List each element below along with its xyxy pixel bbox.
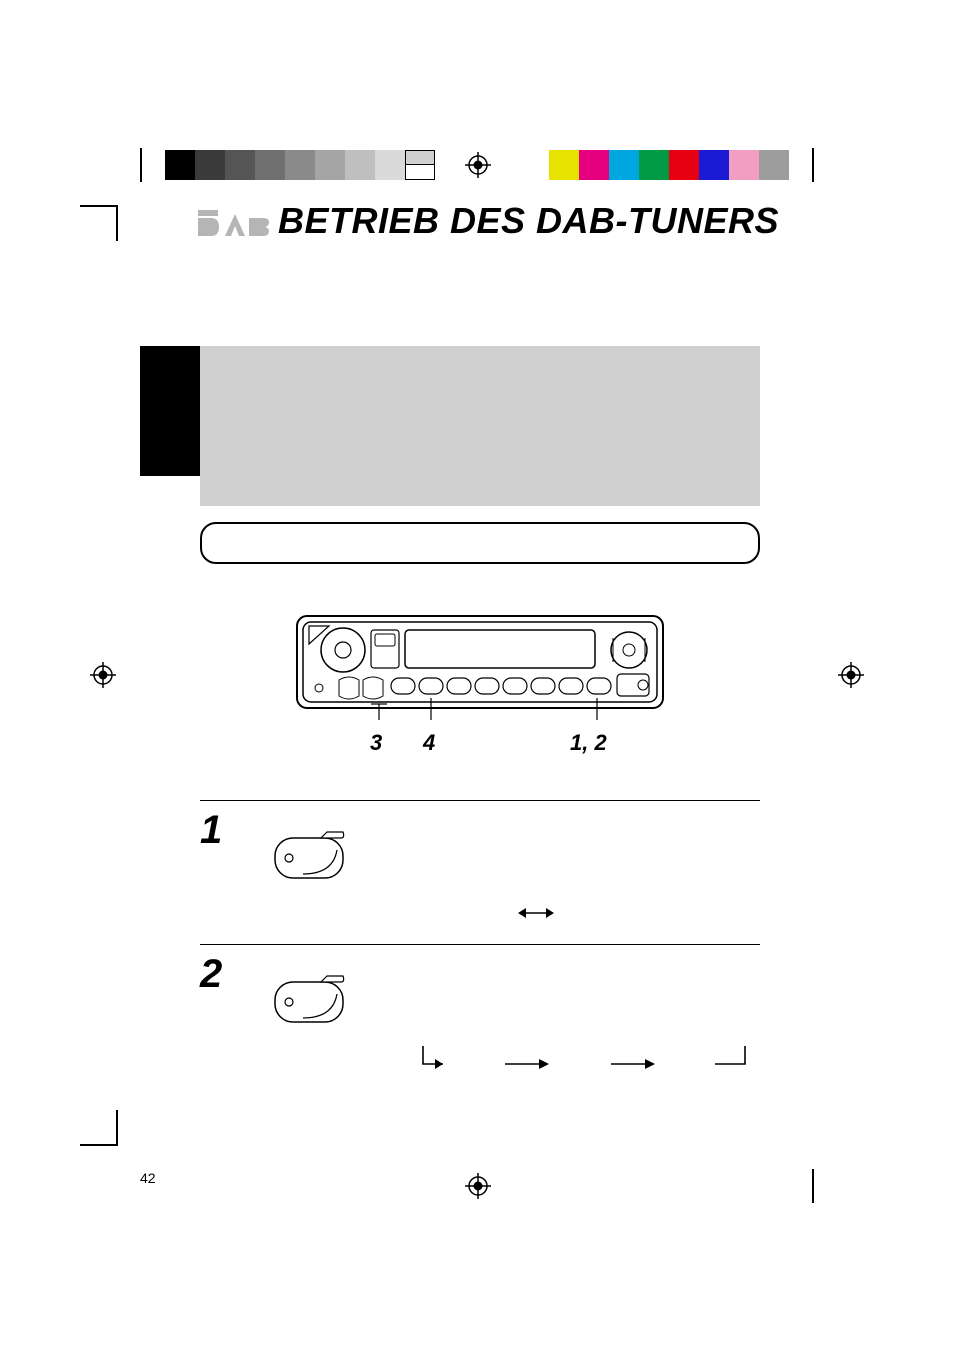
callout-4: 4 bbox=[423, 730, 435, 756]
crop-mark bbox=[812, 1169, 814, 1203]
page-number: 42 bbox=[140, 1170, 156, 1186]
step-number-2: 2 bbox=[200, 952, 222, 997]
callout-12: 1, 2 bbox=[570, 730, 607, 756]
registration-mark-icon bbox=[838, 662, 864, 688]
button-illustration-1 bbox=[273, 828, 355, 880]
step-divider-1 bbox=[200, 800, 760, 801]
double-arrow-icon bbox=[518, 906, 554, 920]
crop-mark bbox=[116, 205, 118, 241]
step-divider-2 bbox=[200, 944, 760, 945]
button-illustration-2 bbox=[273, 972, 355, 1024]
device-illustration bbox=[295, 608, 665, 720]
registration-mark-icon bbox=[90, 662, 116, 688]
flow-arrows bbox=[415, 1044, 765, 1084]
registration-mark-icon bbox=[465, 1173, 491, 1199]
registration-mark-icon bbox=[465, 152, 491, 178]
crop-mark bbox=[80, 205, 116, 207]
section-frame bbox=[200, 522, 760, 564]
intro-box bbox=[200, 346, 760, 506]
crop-mark bbox=[116, 1110, 118, 1146]
crop-mark bbox=[812, 148, 814, 182]
colorbar-left bbox=[165, 150, 435, 180]
callout-3: 3 bbox=[370, 730, 382, 756]
dab-logo-icon bbox=[195, 206, 271, 240]
crop-mark bbox=[80, 1144, 116, 1146]
colorbar-right bbox=[549, 150, 789, 180]
language-tab bbox=[140, 346, 200, 476]
page-title: BETRIEB DES DAB-TUNERS bbox=[278, 200, 779, 242]
step-number-1: 1 bbox=[200, 808, 222, 853]
crop-mark bbox=[140, 148, 142, 182]
